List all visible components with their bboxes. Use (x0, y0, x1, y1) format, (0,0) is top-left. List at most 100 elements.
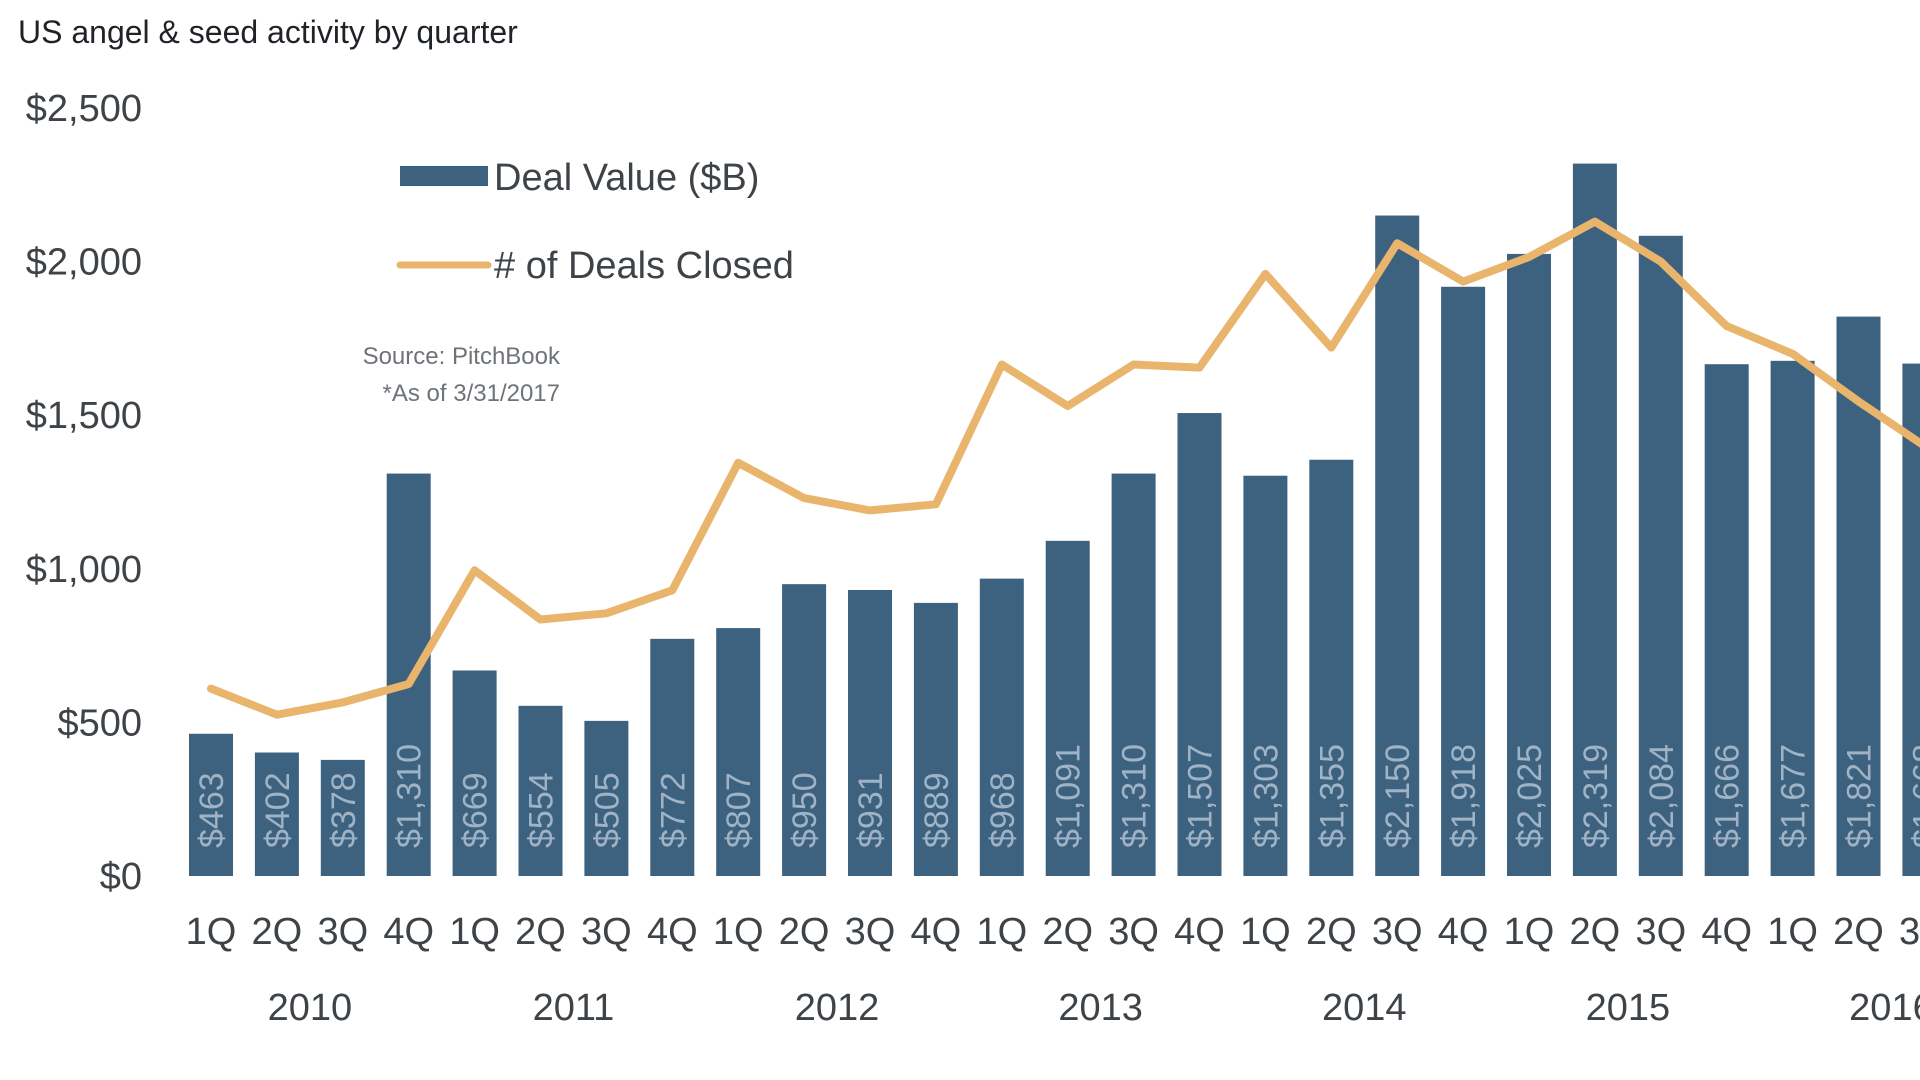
y-tick-label: $2,000 (26, 242, 142, 284)
x-tick-label: 4Q (383, 911, 434, 953)
x-tick-label: 4Q (1174, 911, 1225, 953)
bar-value-label: $1,677 (1775, 744, 1813, 848)
x-year-label: 2015 (1586, 987, 1671, 1029)
bar-value-labels: $463 $402 $378 $1,310 $669 $554 $505 $772 $807 $9… (193, 744, 1920, 848)
x-tick-label: 1Q (1240, 911, 1291, 953)
bar-deal-value (1638, 235, 1683, 877)
bar-value-label: $931 (852, 772, 890, 848)
x-tick-label: 4Q (1438, 911, 1489, 953)
x-tick-label: 4Q (647, 911, 698, 953)
bar-deal-value (1704, 364, 1749, 876)
bar-value-label: $463 (193, 772, 231, 848)
x-year-label: 2013 (1058, 987, 1143, 1029)
x-tick-label: 3Q (845, 911, 896, 953)
bar-value-label: $2,150 (1379, 744, 1417, 848)
x-year-label: 2012 (795, 987, 880, 1029)
bar-value-label: $1,303 (1247, 744, 1285, 848)
line-series-deals-closed (207, 217, 1920, 719)
bar-value-label: $1,918 (1445, 744, 1483, 848)
bar-deal-value (1770, 360, 1815, 877)
bar-value-label: $402 (259, 772, 297, 848)
x-tick-label: 3Q (317, 911, 368, 953)
x-tick-label: 4Q (1701, 911, 1752, 953)
x-tick-label: 1Q (976, 911, 1027, 953)
y-tick-label: $2,500 (26, 88, 142, 130)
bar-value-label: $950 (786, 772, 824, 848)
x-tick-label: 3Q (581, 911, 632, 953)
bar-value-label: $378 (325, 772, 363, 848)
y-tick-label: $1,000 (26, 549, 142, 591)
bar-deal-value (1902, 363, 1920, 876)
x-tick-label: 3Q (1635, 911, 1686, 953)
chart-title: US angel & seed activity by quarter (18, 14, 518, 50)
bar-value-label: $2,319 (1577, 744, 1615, 848)
bar-deal-value (584, 720, 629, 876)
bar-value-label: $505 (588, 772, 626, 848)
x-tick-label: 2Q (252, 911, 303, 953)
bar-value-label: $2,084 (1643, 744, 1681, 848)
x-year-label: 2016 (1849, 987, 1920, 1029)
x-tick-label: 3Q (1372, 911, 1423, 953)
bar-deal-value (1309, 459, 1354, 876)
bar-deal-value (1507, 253, 1551, 877)
bar-value-label: $889 (918, 772, 956, 848)
x-tick-label: 1Q (1767, 911, 1818, 953)
bar-deal-value (1441, 286, 1486, 876)
bar-deal-value (913, 602, 958, 876)
bar-value-label: $1,310 (391, 744, 429, 848)
bar-value-label: $772 (654, 772, 692, 848)
x-tick-label: 1Q (449, 911, 500, 953)
bar-deal-value (452, 670, 497, 876)
bar-deal-value (1045, 540, 1090, 876)
as-of-note: *As of 3/31/2017 (383, 380, 560, 407)
legend-label-deal-value: Deal Value ($B) (494, 157, 759, 199)
x-tick-label: 1Q (1504, 911, 1555, 953)
bar-value-label: $1,091 (1050, 744, 1088, 848)
bar-value-label: $669 (457, 772, 495, 848)
x-tick-label: 2Q (1042, 911, 1093, 953)
x-tick-label: 1Q (186, 911, 237, 953)
bar-deal-value (518, 705, 563, 876)
bar-value-label: $554 (523, 772, 561, 848)
bar-deal-value (254, 752, 299, 876)
x-year-label: 2014 (1322, 987, 1407, 1029)
bar-value-label: $968 (984, 772, 1022, 848)
bar-value-label: $1,507 (1182, 744, 1220, 848)
bar-deal-value (848, 589, 892, 876)
bar-deal-value (189, 733, 233, 876)
bar-deal-value (1375, 215, 1420, 876)
y-tick-label: $1,500 (26, 395, 142, 437)
bar-deal-value (1111, 473, 1156, 876)
bar-deal-value (386, 473, 431, 876)
x-axis: 1Q 2Q 3Q 4Q 1Q 2Q 3Q 4Q 1Q 2Q 3Q 4Q 1Q 2Q 3Q 4Q 1Q 2Q 3Q 4Q… (186, 911, 1920, 1029)
bar-deal-value (320, 759, 365, 876)
bar-value-label: $1,666 (1709, 744, 1747, 848)
bar-deal-value (1572, 163, 1617, 876)
x-tick-label: 2Q (515, 911, 566, 953)
bar-deal-value (650, 638, 695, 876)
x-tick-label: 2Q (1570, 911, 1621, 953)
bar-value-label: $1,668 (1906, 744, 1920, 848)
bar-series-deal-value (189, 163, 1920, 877)
bar-value-label: $1,310 (1116, 744, 1154, 848)
x-year-label: 2011 (533, 987, 615, 1029)
x-tick-label: 3Q (1108, 911, 1159, 953)
y-axis: $0 $500 $1,000 $1,500 $2,000 $2,500 (26, 88, 142, 898)
x-tick-label: 4Q (911, 911, 962, 953)
bar-deal-value (979, 578, 1024, 876)
x-tick-label: 2Q (1306, 911, 1357, 953)
x-tick-label: 2Q (1833, 911, 1884, 953)
bar-value-label: $2,025 (1511, 744, 1549, 848)
x-year-label: 2010 (268, 987, 353, 1029)
legend-label-deals-closed: # of Deals Closed (494, 245, 794, 287)
bar-value-label: $1,821 (1841, 744, 1879, 848)
x-tick-label: 3Q (1899, 911, 1920, 953)
y-tick-label: $500 (57, 702, 142, 744)
legend-swatch-deal-value (400, 166, 488, 186)
y-tick-label: $0 (100, 856, 142, 898)
bar-deal-value (1177, 413, 1222, 876)
bar-deal-value (782, 584, 827, 876)
bar-deal-value (716, 628, 761, 876)
source-note: Source: PitchBook (363, 343, 561, 370)
